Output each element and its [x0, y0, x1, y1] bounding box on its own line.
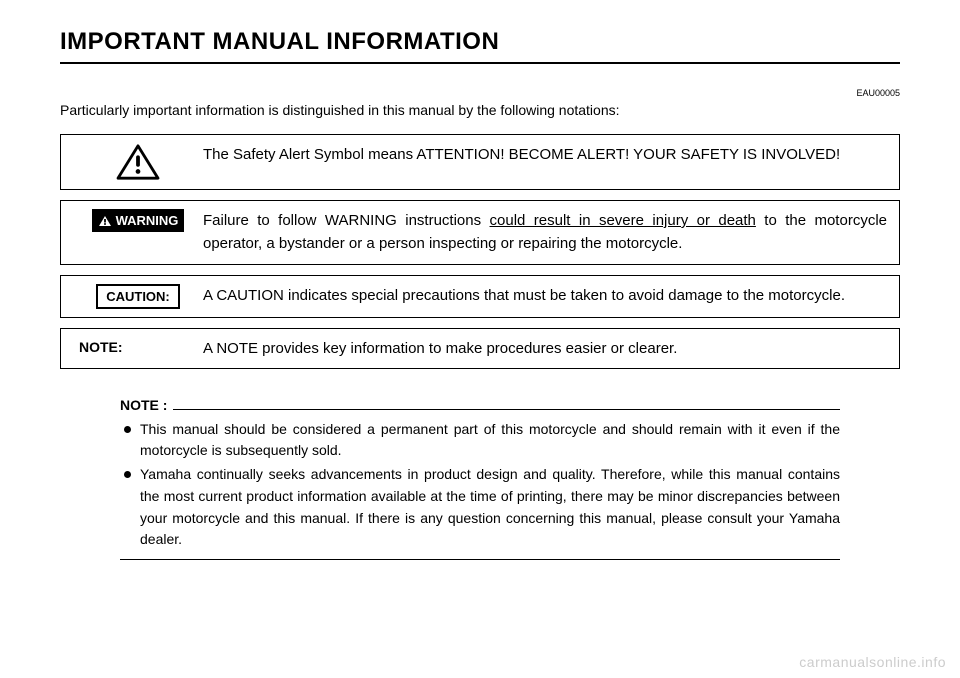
footer-bullet: This manual should be considered a perma… [120, 419, 840, 462]
note-box: NOTE: A NOTE provides key information to… [60, 328, 900, 369]
footer-note-head: NOTE : [120, 397, 840, 413]
warning-badge-icon [98, 215, 112, 227]
footer-note-section: NOTE : This manual should be considered … [120, 397, 840, 560]
caution-text: A CAUTION indicates special precautions … [203, 284, 887, 307]
warning-label-text: WARNING [116, 213, 179, 228]
alert-symbol-label [73, 143, 203, 181]
warning-text-pre: Failure to follow WARNING instructions [203, 212, 490, 229]
footer-bullet: Yamaha continually seeks advancements in… [120, 464, 840, 551]
page-title: IMPORTANT MANUAL INFORMATION [60, 28, 900, 56]
alert-triangle-icon [114, 143, 162, 181]
footer-note-rule [120, 559, 840, 560]
caution-badge: CAUTION: [96, 284, 180, 309]
warning-label-wrap: WARNING [73, 209, 203, 232]
watermark: carmanualsonline.info [799, 654, 946, 670]
alert-text: The Safety Alert Symbol means ATTENTION!… [203, 143, 887, 166]
warning-text: Failure to follow WARNING instructions c… [203, 209, 887, 256]
warning-badge: WARNING [92, 209, 185, 232]
footer-note-head-rule [173, 409, 840, 410]
warning-text-underlined: could result in severe injury or death [490, 212, 756, 229]
caution-label-wrap: CAUTION: [73, 284, 203, 309]
caution-box: CAUTION: A CAUTION indicates special pre… [60, 275, 900, 318]
footer-note-bullets: This manual should be considered a perma… [120, 419, 840, 551]
document-id: EAU00005 [60, 88, 900, 98]
title-rule [60, 62, 900, 64]
note-label-text: NOTE: [79, 339, 123, 355]
intro-text: Particularly important information is di… [60, 102, 900, 118]
note-text: A NOTE provides key information to make … [203, 337, 887, 360]
footer-note-label: NOTE : [120, 397, 167, 413]
note-label: NOTE: [73, 337, 203, 355]
alert-box: The Safety Alert Symbol means ATTENTION!… [60, 134, 900, 190]
warning-box: WARNING Failure to follow WARNING instru… [60, 200, 900, 265]
